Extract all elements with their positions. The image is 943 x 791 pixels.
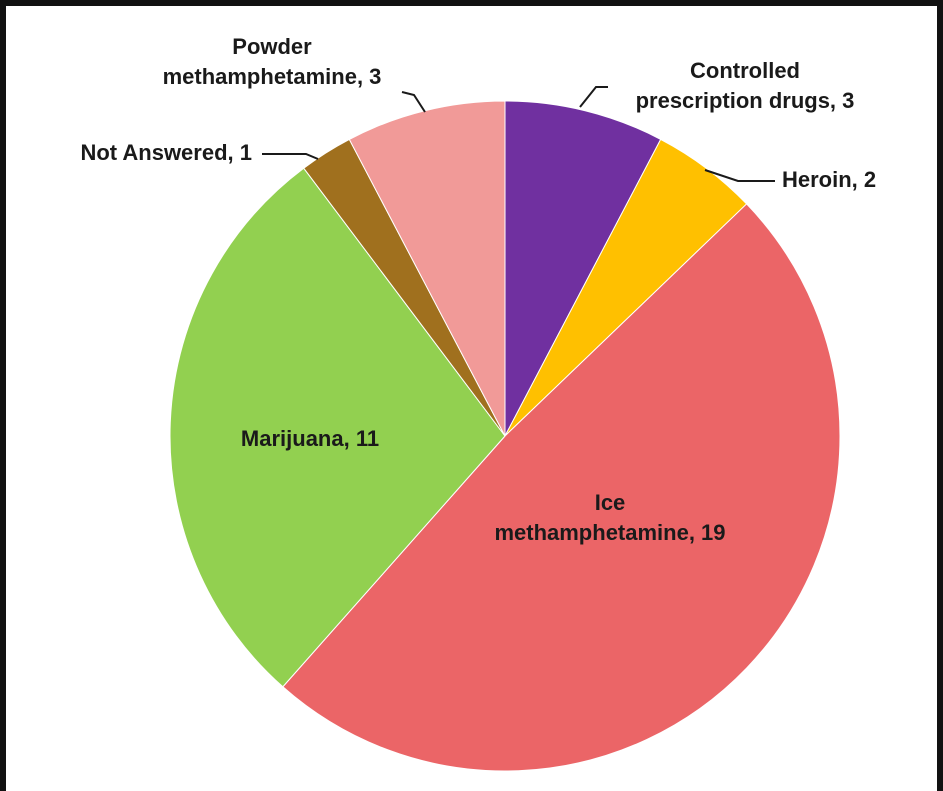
data-label-controlled-prescription-drugs: Controlled: [690, 58, 800, 83]
leader-line-not-answered: [262, 153, 319, 160]
data-label-powder-methamphetamine: Powder: [232, 34, 312, 59]
pie-slice-marijuana: [169, 167, 506, 688]
leader-line-controlled-prescription-drugs: [579, 86, 608, 108]
pie-slice-controlled-prescription-drugs: [504, 100, 662, 437]
data-label-powder-methamphetamine: methamphetamine, 3: [163, 64, 382, 89]
leader-line-heroin: [704, 169, 775, 182]
data-label-not-answered: Not Answered, 1: [80, 140, 252, 165]
pie-slice-ice-methamphetamine: [282, 203, 841, 772]
data-label-ice-methamphetamine: methamphetamine, 19: [494, 520, 725, 545]
data-label-heroin: Heroin, 2: [782, 167, 876, 192]
data-label-ice-methamphetamine: Ice: [595, 490, 626, 515]
data-label-marijuana: Marijuana, 11: [241, 426, 379, 451]
leader-line-powder-methamphetamine: [401, 91, 426, 113]
data-label-controlled-prescription-drugs: prescription drugs, 3: [636, 88, 855, 113]
